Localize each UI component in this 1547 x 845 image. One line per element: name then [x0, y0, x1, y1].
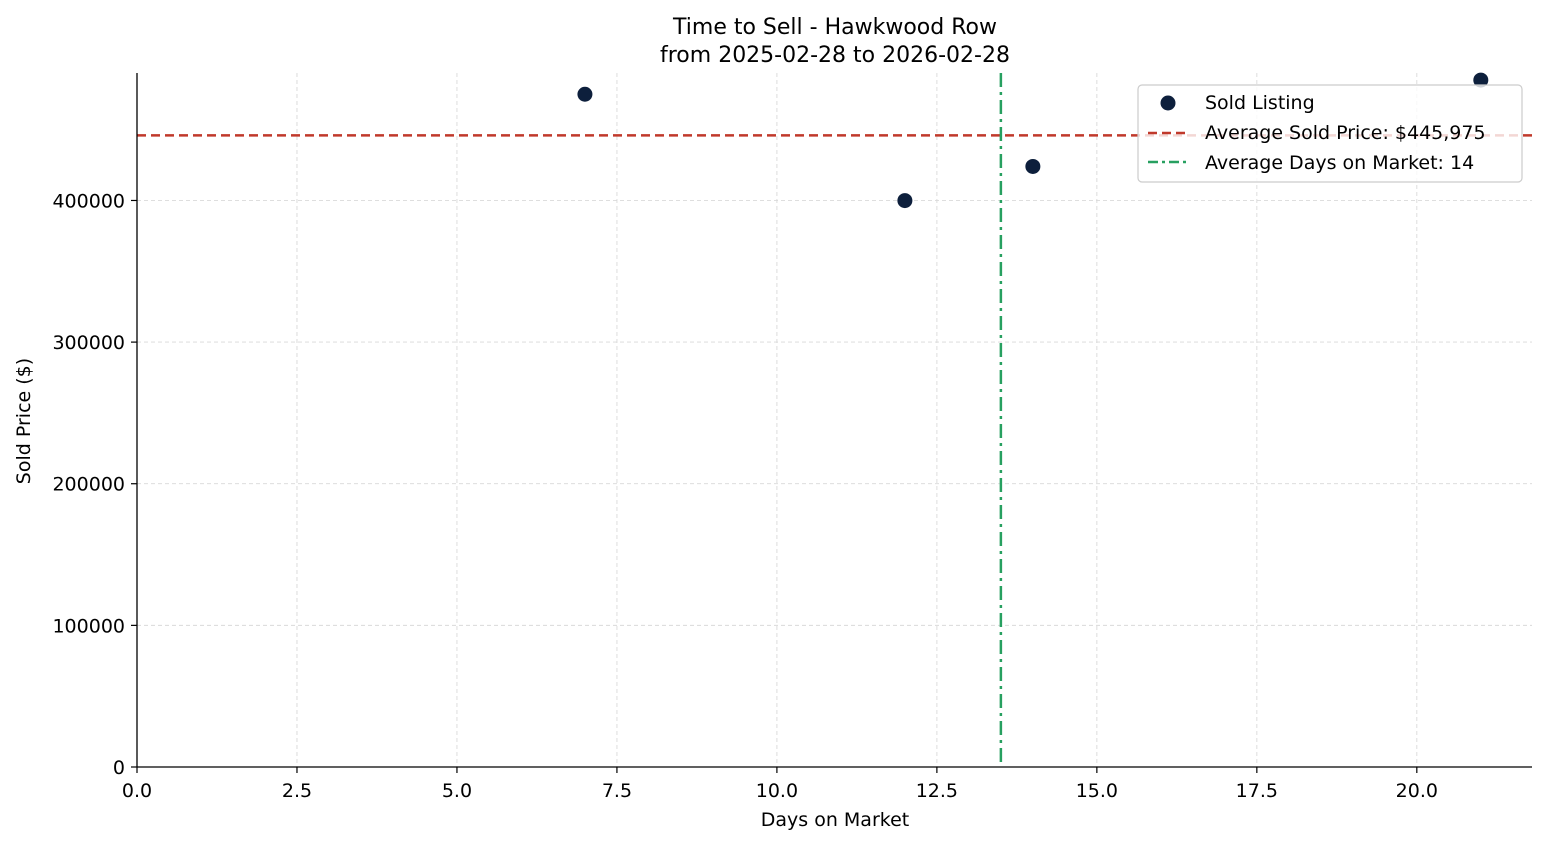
- legend-label-avg-days: Average Days on Market: 14: [1205, 152, 1474, 174]
- sold-listing-point: [897, 193, 913, 209]
- x-axis-label: Days on Market: [761, 809, 909, 831]
- sold-listing-point: [1025, 158, 1041, 174]
- x-tick-label: 7.5: [602, 780, 632, 802]
- y-axis-label: Sold Price ($): [13, 358, 35, 484]
- sold-listing-point: [1473, 72, 1489, 88]
- x-tick-label: 10.0: [756, 780, 798, 802]
- x-tick-label: 12.5: [916, 780, 958, 802]
- x-tick-label: 5.0: [442, 780, 472, 802]
- y-tick-label: 100000: [52, 615, 125, 637]
- chart-subtitle: from 2025-02-28 to 2026-02-28: [660, 43, 1010, 68]
- x-tick-label: 15.0: [1076, 780, 1118, 802]
- legend-label-avg-price: Average Sold Price: $445,975: [1205, 122, 1486, 144]
- x-tick-label: 2.5: [282, 780, 312, 802]
- x-tick-label: 0.0: [122, 780, 152, 802]
- y-tick-label: 400000: [52, 190, 125, 212]
- chart-title: Time to Sell - Hawkwood Row: [672, 15, 997, 40]
- y-tick-label: 200000: [52, 474, 125, 496]
- legend-box: [1137, 84, 1523, 183]
- x-tick-label: 17.5: [1236, 780, 1278, 802]
- y-tick-label: 0: [113, 757, 125, 779]
- y-tick-label: 300000: [52, 332, 125, 354]
- axes: [131, 73, 1532, 773]
- data-points: [577, 72, 1489, 209]
- legend: Sold Listing Average Sold Price: $445,97…: [1137, 84, 1523, 183]
- x-tick-label: 20.0: [1396, 780, 1438, 802]
- legend-label-sold-listing: Sold Listing: [1205, 92, 1315, 114]
- legend-marker-sold-listing: [1160, 95, 1176, 111]
- tick-labels: 0.0 2.5 5.0 7.5 10.0 12.5 15.0 17.5 20.0 0 100000 2…: [52, 190, 1438, 802]
- sold-listing-point: [577, 86, 593, 102]
